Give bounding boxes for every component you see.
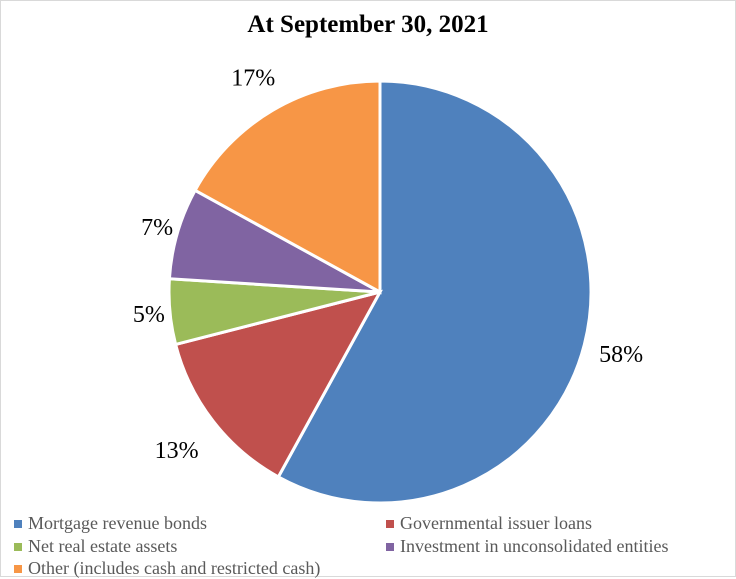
legend-item-governmental-issuer-loans: Governmental issuer loans [386,513,592,534]
legend-swatch [386,542,394,551]
data-label: 7% [141,215,173,241]
legend-swatch [386,519,394,528]
legend-item-mortgage-revenue-bonds: Mortgage revenue bonds [14,513,207,534]
legend-label: Investment in unconsolidated entities [400,536,669,556]
data-label: 5% [133,302,165,328]
data-label: 58% [599,342,643,368]
legend-swatch [14,542,22,551]
legend-swatch [14,564,22,573]
legend-item-net-real-estate-assets: Net real estate assets [14,536,177,557]
pie-slice-mortgage-revenue-bonds [276,79,593,505]
legend-label: Mortgage revenue bonds [28,513,207,533]
legend-item-investment-unconsolidated: Investment in unconsolidated entities [386,536,668,557]
data-label: 13% [155,438,199,464]
chart-title: At September 30, 2021 [247,11,489,38]
legend-swatch [14,519,22,528]
pie-slice-other-includes-cash-and-restricted-cash [193,79,382,295]
data-label: 17% [231,66,275,92]
legend-label: Other (includes cash and restricted cash… [28,558,321,578]
pie-slice-governmental-issuer-loans [173,289,383,479]
legend-label: Net real estate assets [28,536,178,556]
legend-item-other: Other (includes cash and restricted cash… [14,558,320,579]
legend-label: Governmental issuer loans [400,513,592,533]
